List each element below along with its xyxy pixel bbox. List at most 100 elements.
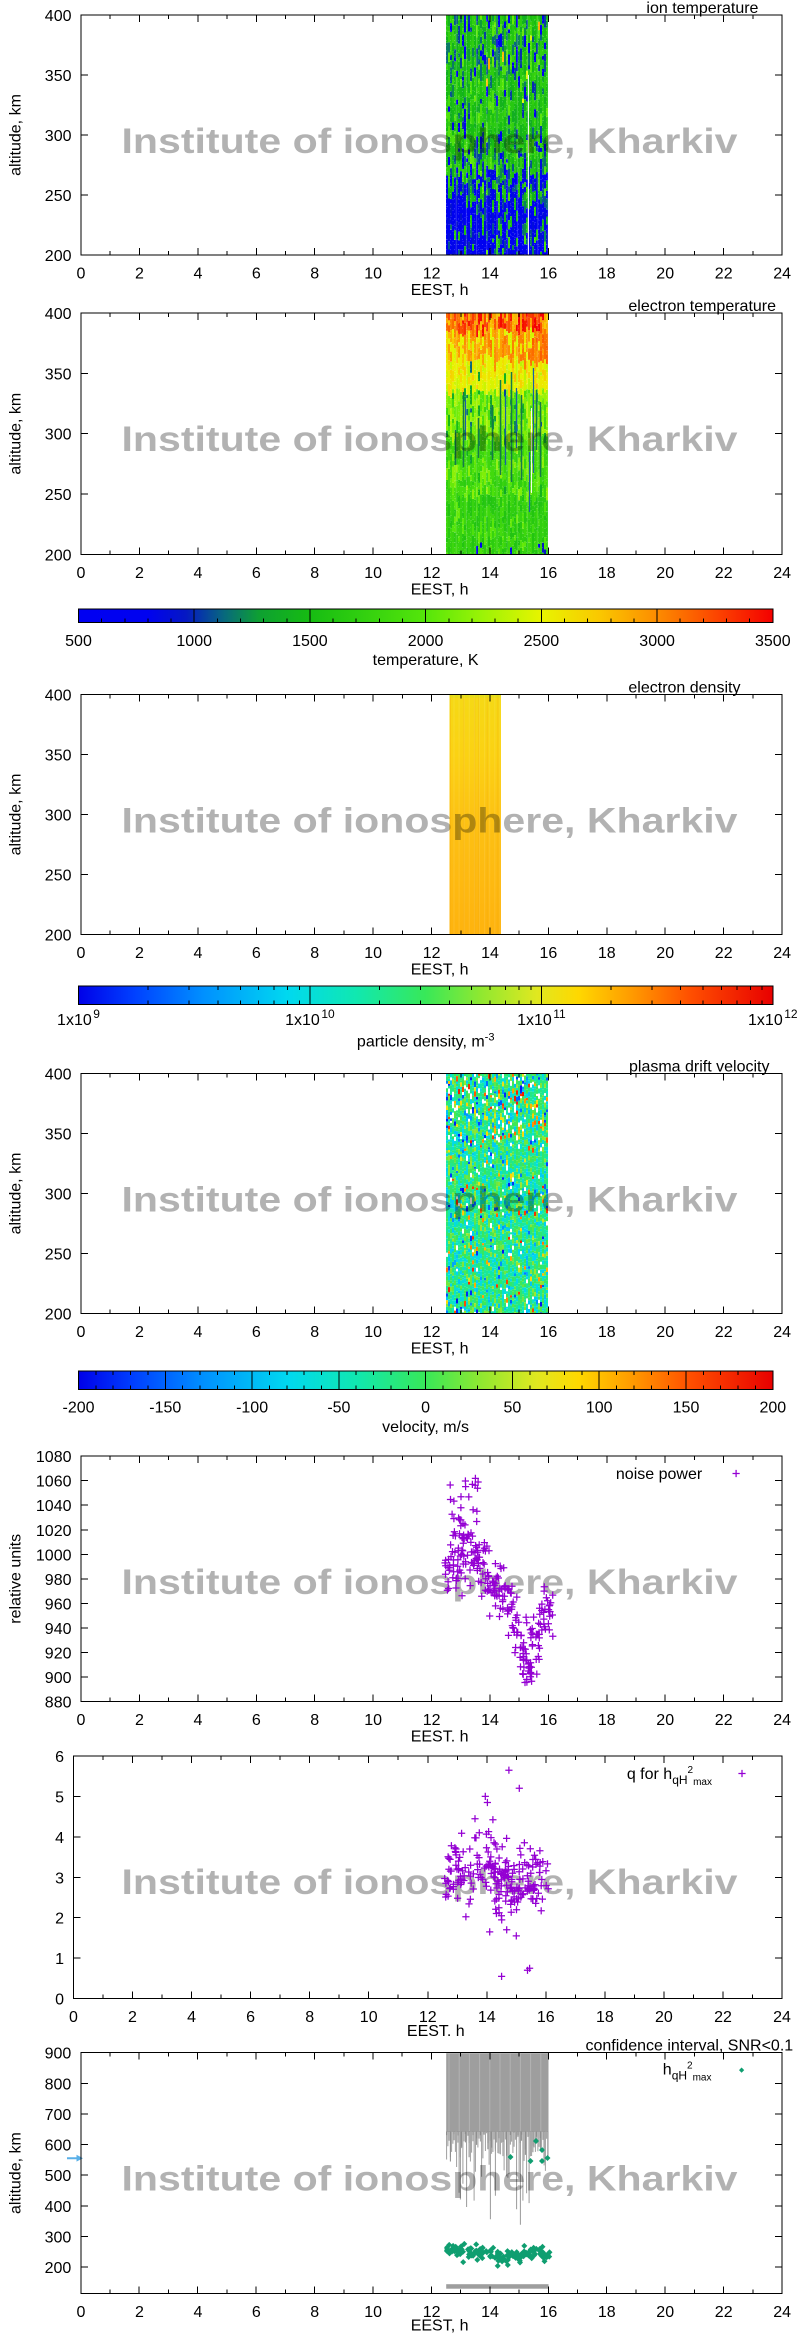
svg-text:14: 14 [478,2009,496,2026]
svg-text:20: 20 [656,2304,674,2321]
svg-text:altitude, km: altitude, km [8,1153,25,1235]
svg-text:2: 2 [135,945,144,962]
svg-text:18: 18 [598,2304,616,2321]
svg-text:0: 0 [77,266,86,283]
svg-text:800: 800 [45,2076,72,2093]
svg-text:300: 300 [45,808,72,825]
svg-text:500: 500 [45,2168,72,2185]
svg-text:24: 24 [773,565,791,582]
svg-text:200: 200 [45,2260,72,2277]
svg-text:250: 250 [45,487,72,504]
svg-text:1000: 1000 [36,1547,72,1564]
svg-text:980: 980 [45,1572,72,1589]
svg-text:altitude, km: altitude, km [8,2132,25,2214]
svg-text:16: 16 [540,945,558,962]
svg-text:400: 400 [45,688,72,705]
svg-text:24: 24 [773,266,791,283]
svg-text:20: 20 [656,1324,674,1341]
svg-text:12: 12 [423,945,441,962]
svg-text:10: 10 [360,2009,378,2026]
svg-text:10: 10 [364,565,382,582]
svg-text:12: 12 [423,1712,441,1729]
svg-text:electron temperature: electron temperature [628,298,776,315]
svg-text:700: 700 [45,2107,72,2124]
svg-text:18: 18 [598,945,616,962]
svg-text:16: 16 [540,565,558,582]
svg-text:100: 100 [586,1400,613,1417]
svg-text:1020: 1020 [36,1523,72,1540]
svg-text:900: 900 [45,2046,72,2063]
svg-text:18: 18 [598,1712,616,1729]
svg-text:Institute of ionosphere, Khark: Institute of ionosphere, Kharkiv [122,1863,739,1902]
svg-text:24: 24 [773,2304,791,2321]
svg-text:electron density: electron density [628,680,740,697]
svg-text:altitude, km: altitude, km [8,94,25,176]
svg-text:8: 8 [310,1712,319,1729]
svg-text:0: 0 [55,1992,64,2009]
svg-text:22: 22 [715,565,733,582]
svg-text:EEST, h: EEST, h [411,282,469,299]
svg-text:22: 22 [715,266,733,283]
svg-text:EEST, h: EEST, h [411,2318,469,2335]
svg-text:Institute of ionosphere, Khark: Institute of ionosphere, Kharkiv [122,1180,739,1219]
svg-text:14: 14 [481,266,499,283]
svg-text:14: 14 [481,2304,499,2321]
svg-text:22: 22 [714,2009,732,2026]
svg-text:0: 0 [77,1712,86,1729]
svg-text:1040: 1040 [36,1498,72,1515]
svg-text:6: 6 [252,565,261,582]
svg-text:500: 500 [65,633,92,650]
svg-text:350: 350 [45,68,72,85]
svg-text:400: 400 [45,306,72,323]
svg-text:10: 10 [364,2304,382,2321]
svg-text:confidence interval, SNR<0.1: confidence interval, SNR<0.1 [586,2038,794,2055]
svg-text:3500: 3500 [755,633,791,650]
svg-text:18: 18 [598,1324,616,1341]
svg-text:900: 900 [45,1670,72,1687]
svg-text:altitude, km: altitude, km [8,774,25,856]
svg-text:8: 8 [310,565,319,582]
svg-text:2: 2 [135,1324,144,1341]
svg-text:300: 300 [45,2230,72,2247]
svg-text:Institute of ionosphere, Khark: Institute of ionosphere, Kharkiv [122,122,739,161]
svg-text:12: 12 [423,266,441,283]
svg-text:10: 10 [364,266,382,283]
svg-text:8: 8 [305,2009,314,2026]
svg-text:4: 4 [193,565,202,582]
svg-text:4: 4 [193,945,202,962]
svg-text:20: 20 [656,565,674,582]
svg-text:250: 250 [45,1247,72,1264]
svg-text:4: 4 [193,1324,202,1341]
svg-text:10: 10 [364,945,382,962]
svg-text:0: 0 [77,945,86,962]
svg-text:2: 2 [135,1712,144,1729]
svg-text:3: 3 [55,1870,64,1887]
svg-text:0: 0 [77,1324,86,1341]
svg-text:4: 4 [193,2304,202,2321]
svg-text:2: 2 [55,1911,64,1928]
svg-text:2500: 2500 [524,633,560,650]
svg-text:150: 150 [673,1400,700,1417]
svg-text:2: 2 [128,2009,137,2026]
svg-text:200: 200 [759,1400,786,1417]
svg-text:14: 14 [481,565,499,582]
svg-text:24: 24 [773,2009,791,2026]
svg-text:18: 18 [598,565,616,582]
svg-text:14: 14 [481,1324,499,1341]
svg-text:24: 24 [773,945,791,962]
svg-text:Institute of ionosphere, Khark: Institute of ionosphere, Kharkiv [122,2160,739,2199]
svg-text:350: 350 [45,366,72,383]
svg-text:Institute of ionosphere, Khark: Institute of ionosphere, Kharkiv [122,420,739,459]
svg-text:2: 2 [135,266,144,283]
svg-text:14: 14 [481,1712,499,1729]
svg-text:1080: 1080 [36,1449,72,1466]
svg-text:400: 400 [45,8,72,25]
svg-text:8: 8 [310,266,319,283]
svg-text:temperature, K: temperature, K [373,652,479,669]
svg-text:8: 8 [310,2304,319,2321]
svg-text:0: 0 [421,1400,430,1417]
svg-text:960: 960 [45,1596,72,1613]
svg-text:6: 6 [252,2304,261,2321]
svg-text:Institute of ionosphere, Khark: Institute of ionosphere, Kharkiv [122,1563,739,1602]
